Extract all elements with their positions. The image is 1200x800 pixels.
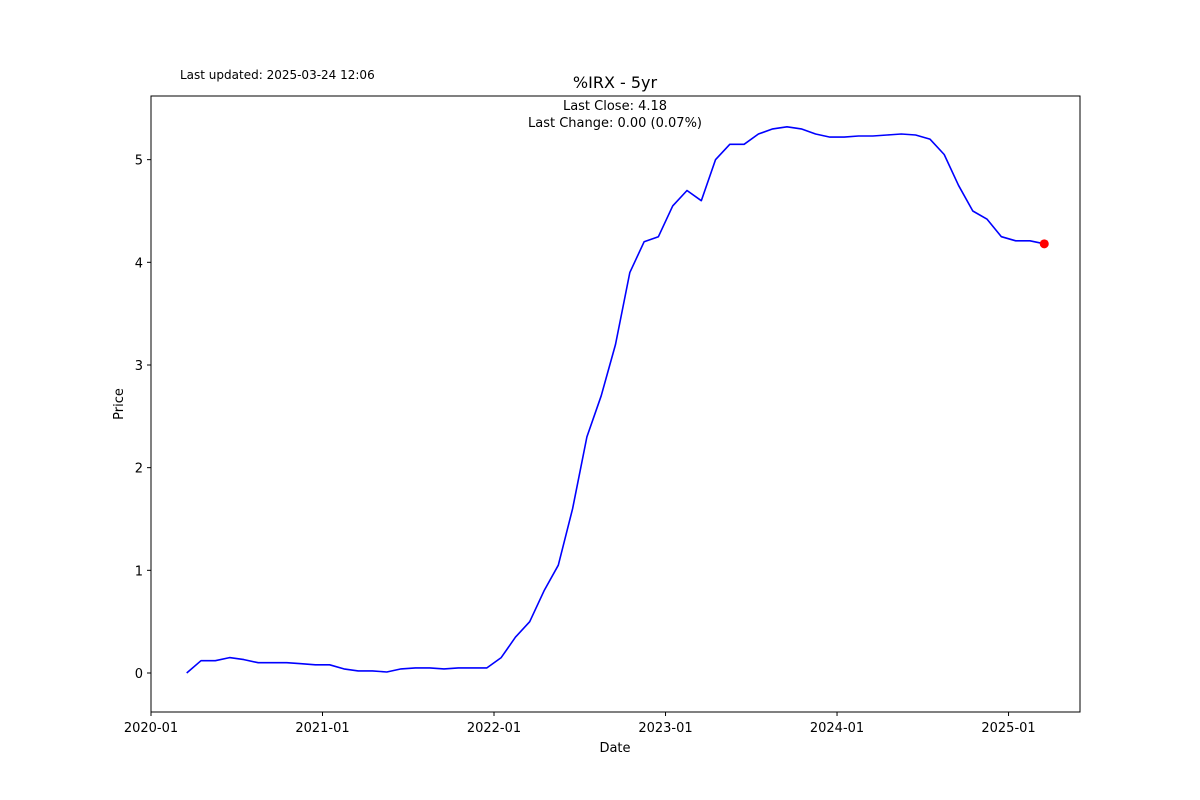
y-axis-label: Price	[112, 388, 127, 420]
y-tick-label: 3	[135, 359, 143, 374]
x-tick-label: 2020-01	[124, 721, 178, 736]
chart-title: %IRX - 5yr	[573, 73, 658, 92]
annotation: Last Change: 0.00 (0.07%)	[528, 116, 702, 131]
x-tick-label: 2025-01	[981, 721, 1035, 736]
y-tick-label: 2	[135, 462, 143, 477]
x-tick-label: 2023-01	[638, 721, 692, 736]
last-updated: Last updated: 2025-03-24 12:06	[180, 68, 375, 82]
y-tick-label: 5	[135, 154, 143, 169]
last-point	[1039, 239, 1049, 249]
x-tick-label: 2021-01	[295, 721, 349, 736]
y-tick-label: 0	[135, 667, 143, 682]
plot-frame	[150, 95, 1081, 713]
annotation: Last Close: 4.18	[563, 99, 667, 114]
price-line	[186, 126, 1045, 674]
x-tick-label: 2024-01	[810, 721, 864, 736]
x-axis-label: Date	[599, 741, 630, 756]
y-tick-label: 1	[135, 564, 143, 579]
x-tick-label: 2022-01	[467, 721, 521, 736]
y-tick-label: 4	[135, 256, 143, 271]
